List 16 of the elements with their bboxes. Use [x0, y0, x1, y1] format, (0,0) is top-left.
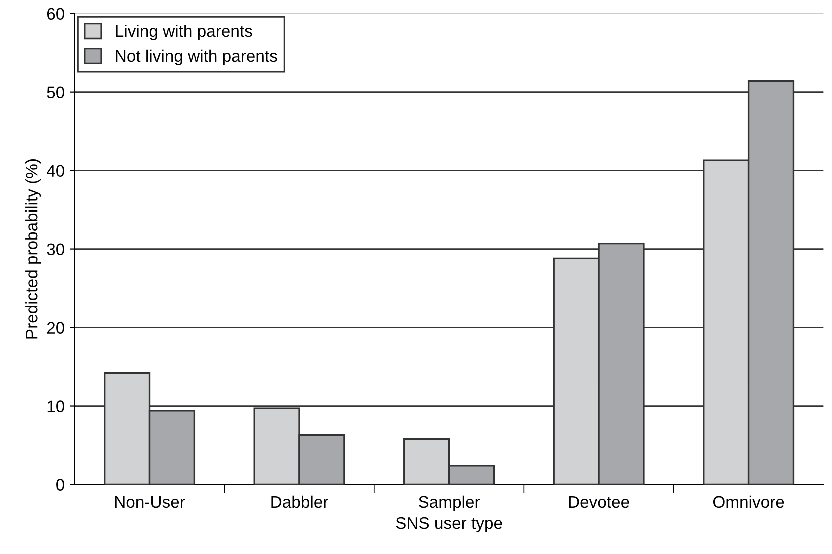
y-tick-label: 0	[56, 479, 65, 491]
y-tick-label: 30	[47, 244, 65, 256]
x-tick-label: Devotee	[569, 496, 630, 508]
y-tick-label: 20	[47, 322, 65, 334]
legend-label: Not living with parents	[116, 50, 278, 66]
legend-label: Living with parents	[116, 24, 252, 40]
y-tick-label: 60	[47, 8, 65, 20]
x-tick-label: Non-User	[115, 496, 186, 508]
y-tick-label: 10	[48, 400, 65, 412]
x-tick-label: Sampler	[419, 496, 480, 512]
y-tick-label: 40	[47, 165, 65, 178]
x-tick-label: Dabbler	[272, 496, 328, 508]
x-tick-label: Omnivore	[713, 496, 784, 508]
y-axis-title: Predicted probability (%)	[26, 160, 42, 339]
y-tick-label: 50	[47, 86, 65, 99]
x-axis-title: SNS user type	[396, 517, 502, 532]
